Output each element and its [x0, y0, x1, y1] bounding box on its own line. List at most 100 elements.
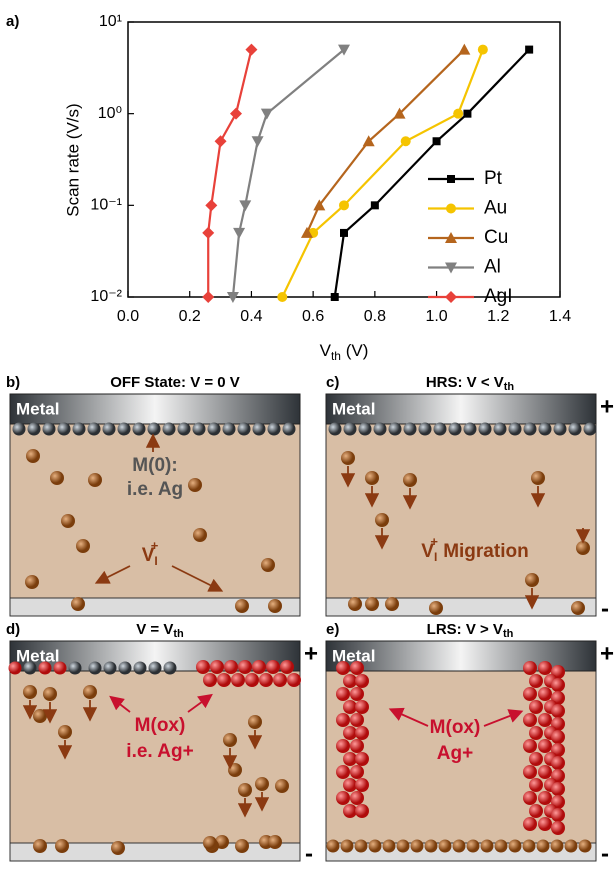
particle: [509, 423, 522, 436]
particle: [434, 423, 447, 436]
particle: [449, 423, 462, 436]
x-axis-label: Vth (V): [320, 341, 369, 363]
data-point: [371, 201, 379, 209]
electrode-label: Metal: [332, 399, 375, 418]
particle: [389, 423, 402, 436]
bottom-electrode: [10, 843, 300, 861]
x-tick-label: 1.4: [549, 308, 571, 325]
particle: [58, 423, 71, 436]
data-point: [453, 109, 463, 119]
annotation: i.e. Ag+: [126, 741, 193, 762]
particle: [193, 528, 207, 542]
particle: [579, 840, 592, 853]
particle: [439, 840, 452, 853]
x-tick-label: 1.2: [487, 308, 509, 325]
y-axis-label: Scan rate (V/s): [63, 103, 82, 216]
particle: [50, 471, 64, 485]
particle: [341, 451, 355, 465]
particle: [419, 423, 432, 436]
particle: [523, 817, 537, 831]
particle: [453, 840, 466, 853]
particle: [343, 778, 357, 792]
particle: [9, 662, 22, 675]
panel-title: HRS: V < Vth: [426, 374, 515, 393]
particle: [359, 423, 372, 436]
particle: [343, 752, 357, 766]
particle: [104, 662, 117, 675]
particle: [273, 673, 287, 687]
particle: [551, 840, 564, 853]
particle: [571, 601, 585, 615]
data-point: [205, 199, 217, 211]
particle: [238, 783, 252, 797]
x-tick-label: 0.6: [302, 308, 324, 325]
particle: [576, 541, 590, 555]
data-point: [245, 44, 257, 56]
legend-marker: [446, 204, 456, 214]
data-point: [215, 135, 227, 147]
particle: [343, 674, 357, 688]
particle: [341, 840, 354, 853]
particle: [268, 835, 282, 849]
particle: [529, 700, 543, 714]
data-point: [525, 46, 533, 54]
data-point: [261, 109, 273, 120]
particle: [61, 514, 75, 528]
particle: [283, 423, 296, 436]
data-point: [401, 136, 411, 146]
polarity: -: [601, 595, 609, 622]
particle: [336, 661, 350, 675]
particle: [76, 539, 90, 553]
particle: [88, 423, 101, 436]
data-point: [233, 228, 245, 239]
particle: [268, 423, 281, 436]
particle: [287, 673, 301, 687]
particle: [255, 777, 269, 791]
particle: [569, 423, 582, 436]
particle: [551, 678, 565, 692]
figure: a) Scan rate (V/s) Vth (V) 0.00.20.40.60…: [0, 0, 614, 872]
particle: [539, 423, 552, 436]
legend-label: Al: [484, 257, 501, 278]
series-line: [233, 50, 344, 297]
panel-label: d): [6, 621, 20, 638]
particle: [529, 804, 543, 818]
particle: [43, 423, 56, 436]
particle: [385, 597, 399, 611]
electrode-label: Metal: [16, 399, 59, 418]
data-point: [331, 293, 339, 301]
particle: [329, 423, 342, 436]
particle: [523, 661, 537, 675]
particle: [403, 473, 417, 487]
particle: [429, 601, 443, 615]
particle: [193, 423, 206, 436]
x-tick-label: 0.4: [240, 308, 262, 325]
particle: [554, 423, 567, 436]
particle: [336, 739, 350, 753]
particle: [58, 725, 72, 739]
particle: [24, 662, 37, 675]
particle: [369, 840, 382, 853]
particle: [210, 660, 224, 674]
particle: [348, 597, 362, 611]
particle: [350, 687, 364, 701]
particle: [89, 662, 102, 675]
particle: [33, 709, 47, 723]
y-tick-label: 10¹: [99, 13, 122, 30]
particle: [238, 660, 252, 674]
particle: [509, 840, 522, 853]
particle: [350, 713, 364, 727]
particle: [163, 423, 176, 436]
particle: [336, 791, 350, 805]
particle: [73, 423, 86, 436]
particle: [538, 739, 552, 753]
particle: [523, 713, 537, 727]
annotation: Ag+: [437, 743, 473, 764]
particle: [551, 808, 565, 822]
particle: [224, 660, 238, 674]
particle: [13, 423, 26, 436]
particle: [231, 673, 245, 687]
particle: [365, 597, 379, 611]
data-point: [478, 45, 488, 55]
